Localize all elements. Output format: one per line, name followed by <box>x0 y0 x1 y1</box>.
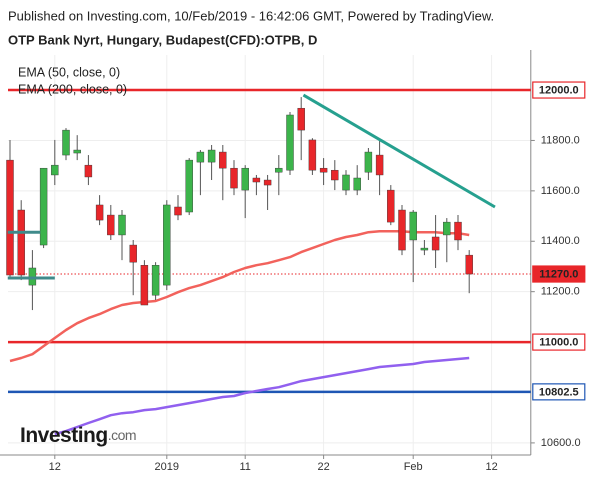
candle-body <box>140 265 149 306</box>
candle-body <box>431 236 440 251</box>
x-tick-label: 12 <box>485 461 497 473</box>
price-label: 11000.0 <box>539 336 578 348</box>
y-tick-label: 11800.0 <box>541 134 580 146</box>
price-label: 11270.0 <box>539 268 578 280</box>
candle-body <box>174 206 182 216</box>
candle-body <box>364 151 373 173</box>
y-tick-label: 11400.0 <box>541 235 580 247</box>
price-label-box <box>532 383 586 401</box>
candle-body <box>17 209 25 276</box>
price-label-box <box>532 265 586 283</box>
candle-body <box>73 149 81 154</box>
y-tick-label: 11600.0 <box>541 185 580 197</box>
candle-body <box>196 151 205 163</box>
y-tick-label: 10600.0 <box>541 437 581 449</box>
x-tick-label: Feb <box>404 461 423 473</box>
candle-body <box>297 107 305 131</box>
candle-body <box>28 267 37 286</box>
candle-body <box>118 214 126 236</box>
watermark-name: Investing <box>20 424 108 447</box>
price-label-box <box>532 333 586 351</box>
candle-body <box>342 174 350 191</box>
candle-body <box>375 154 384 176</box>
candle-body <box>409 211 417 241</box>
candle-body <box>6 159 14 276</box>
candle-body <box>107 214 115 236</box>
candle-body <box>420 247 429 251</box>
candle-body <box>51 164 59 176</box>
legend-entry: EMA (50, close, 0) <box>18 65 120 79</box>
candle-body <box>263 179 272 186</box>
candle-body <box>207 149 216 163</box>
candle-body <box>129 244 137 263</box>
y-tick-label: 11200.0 <box>541 286 580 298</box>
candle-body <box>275 167 283 173</box>
candle-body <box>398 209 406 251</box>
watermark-suffix: .com <box>108 427 136 443</box>
header: Published on Investing.com, 10/Feb/2019 … <box>8 8 494 23</box>
candle-body <box>286 114 294 171</box>
price-label: 12000.0 <box>539 84 579 96</box>
x-tick-label: 2019 <box>155 461 179 473</box>
candle-body <box>465 254 473 275</box>
candle-body <box>219 151 227 169</box>
ema-line <box>9 229 470 363</box>
candle-body <box>308 139 317 171</box>
x-tick-label: 12 <box>49 461 61 473</box>
candle-body <box>39 167 48 246</box>
candle-body <box>331 169 339 181</box>
candle-body <box>163 204 171 286</box>
trend-line <box>302 93 496 209</box>
watermark: Investing.com <box>20 424 136 447</box>
price-label-box <box>532 81 586 99</box>
candle-body <box>319 167 328 173</box>
candle-body <box>387 189 395 223</box>
candle-body <box>454 221 462 241</box>
ema-line <box>54 356 470 436</box>
candle-body <box>252 177 261 183</box>
candle-body <box>230 167 238 189</box>
candle-body <box>95 204 104 221</box>
x-tick-label: 11 <box>239 461 250 473</box>
candle-body <box>151 265 160 296</box>
price-label: 10802.5 <box>539 386 579 398</box>
candle-body <box>185 159 193 213</box>
candle-body <box>443 221 451 236</box>
legend-entry: EMA (200, close, 0) <box>18 82 127 96</box>
chart-title: OTP Bank Nyrt, Hungary, Budapest(CFD):OT… <box>8 32 317 47</box>
candle-body <box>84 164 93 178</box>
candle-body <box>62 129 70 156</box>
candle-body <box>241 167 249 191</box>
x-tick-label: 22 <box>317 461 329 473</box>
candle-body <box>353 177 361 191</box>
